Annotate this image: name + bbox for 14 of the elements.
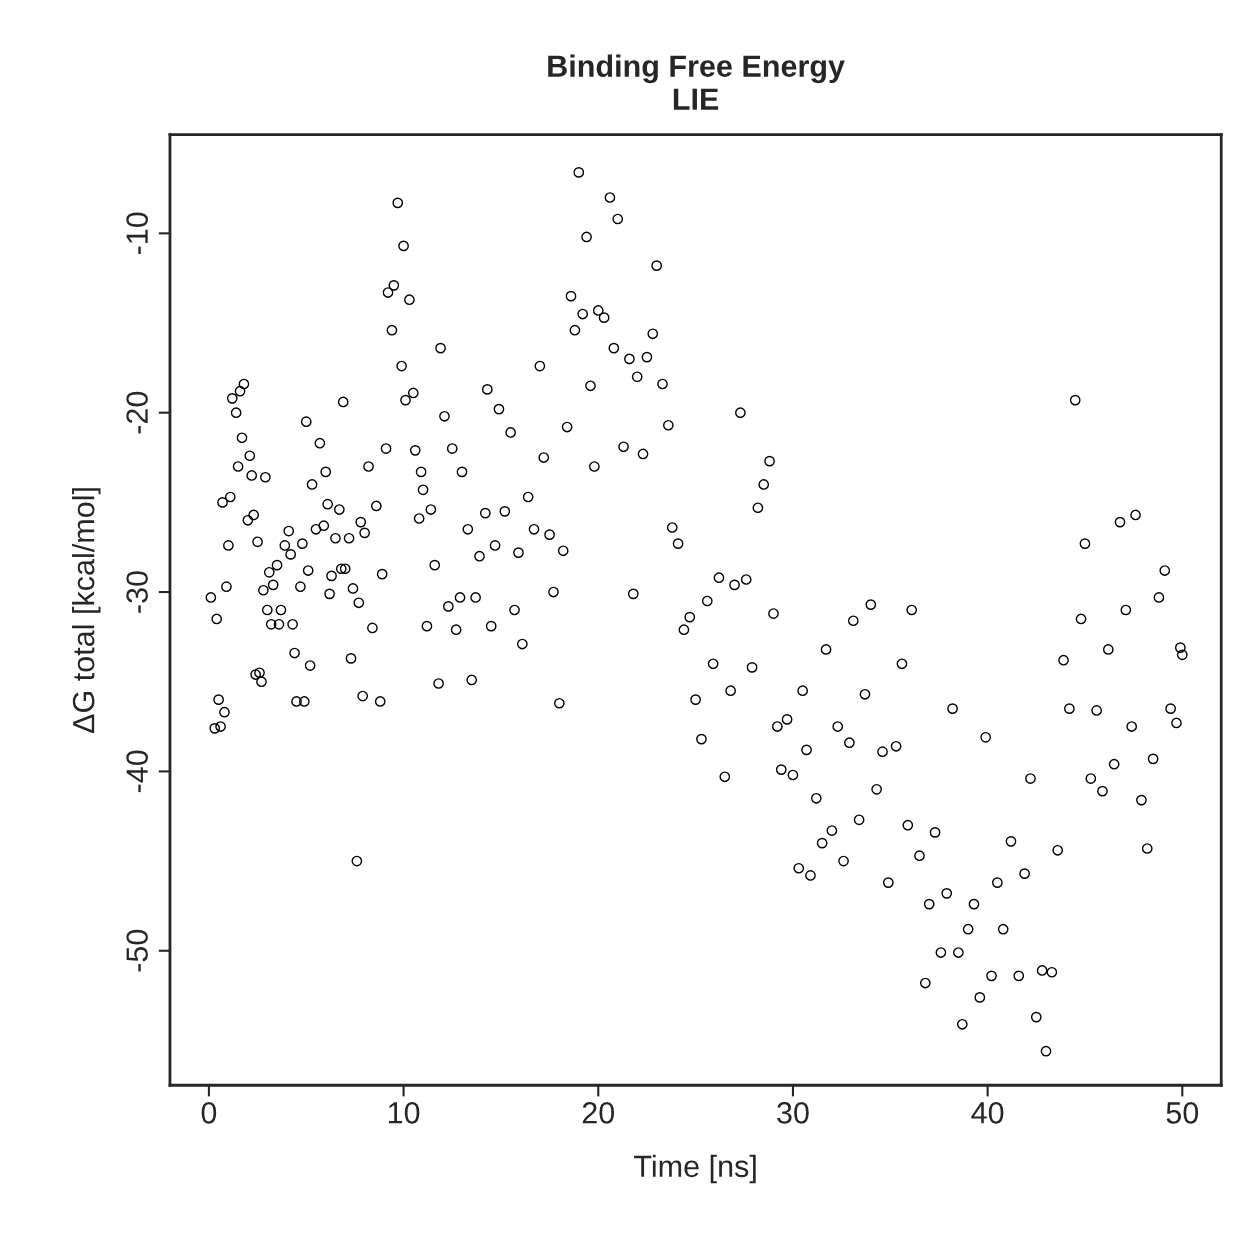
- x-tick-label: 40: [971, 1102, 1004, 1124]
- y-tick-label: -40: [126, 750, 148, 793]
- x-tick-label: 20: [582, 1102, 615, 1124]
- y-tick-label: -10: [126, 212, 148, 255]
- x-tick-label: 0: [201, 1102, 217, 1124]
- x-tick-label: 30: [777, 1102, 809, 1124]
- y-tick-label: -50: [126, 929, 148, 972]
- y-tick-label: -20: [126, 391, 148, 434]
- x-tick-label: 50: [1166, 1102, 1199, 1124]
- y-tick-label: -30: [126, 571, 148, 613]
- y-axis-title: ΔG total [kcal/mol]: [72, 488, 101, 734]
- x-axis-title: Time [ns]: [634, 1154, 756, 1184]
- chart-title: Binding Free Energy LIE: [548, 54, 845, 110]
- x-tick-label: 10: [388, 1102, 420, 1124]
